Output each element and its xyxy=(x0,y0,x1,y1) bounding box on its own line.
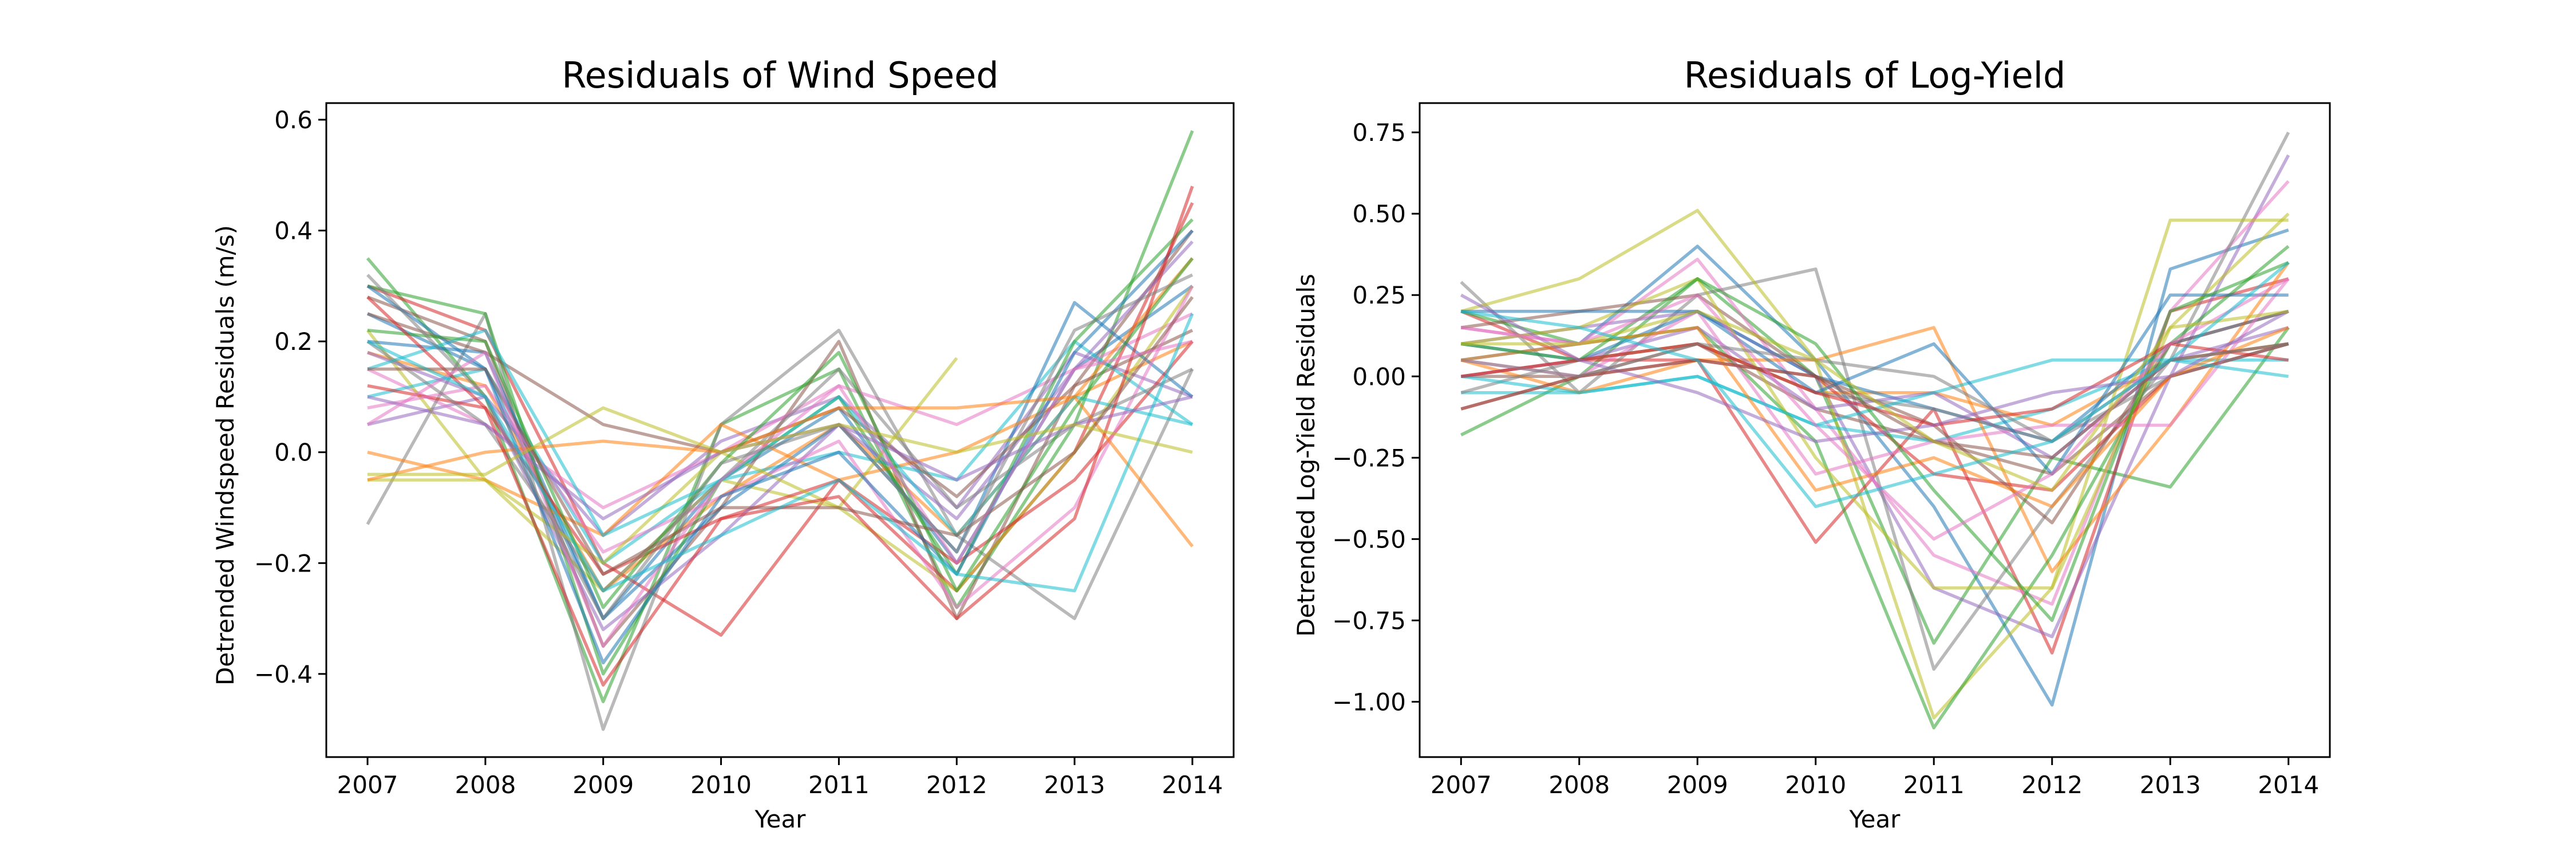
wind-speed-series-line-9 xyxy=(366,285,1194,593)
wind-speed-series-line-30 xyxy=(366,313,1194,593)
log-yield-series-group xyxy=(1460,131,2290,730)
wind-speed-series-group xyxy=(366,130,1194,731)
log-yield-x-tick-label: 2008 xyxy=(1548,771,1610,799)
log-yield-y-tick-label: −0.50 xyxy=(1332,525,1406,553)
log-yield-x-tick-label: 2010 xyxy=(1785,771,1846,799)
log-yield-x-tick-label: 2007 xyxy=(1431,771,1492,799)
log-yield-x-tick-label: 2009 xyxy=(1667,771,1728,799)
wind-speed-y-tick-label: −0.4 xyxy=(254,660,313,688)
log-yield-x-tick-label: 2014 xyxy=(2258,771,2319,799)
wind-speed-series-line-28 xyxy=(366,273,1194,620)
wind-speed-series-line-29 xyxy=(368,406,1193,476)
log-yield-y-tick-label: 0.00 xyxy=(1352,362,1406,391)
wind-speed-x-tick-label: 2012 xyxy=(926,771,987,799)
log-yield-axes-frame xyxy=(1419,102,2331,758)
log-yield-y-tick-label: 0.75 xyxy=(1352,119,1406,147)
log-yield-ylabel: Detrended Log-Yield Residuals xyxy=(1292,274,1320,637)
wind-speed-series-line-3 xyxy=(366,130,1194,703)
wind-speed-y-tick-label: −0.2 xyxy=(254,549,313,577)
log-yield-series-line-12 xyxy=(1460,261,2290,573)
log-yield-series-line-5 xyxy=(1460,154,2290,639)
wind-speed-x-tick-label: 2010 xyxy=(690,771,752,799)
log-yield-title: Residuals of Log-Yield xyxy=(1684,54,2066,96)
wind-speed-series-line-21 xyxy=(366,229,1194,665)
log-yield-x-tick-label: 2011 xyxy=(1903,771,1965,799)
log-yield-series-line-23 xyxy=(1460,261,2289,622)
log-yield-series-line-26 xyxy=(1460,342,2289,460)
wind-speed-x-tick-label: 2014 xyxy=(1162,771,1223,799)
wind-speed-x-tick-label: 2008 xyxy=(455,771,516,799)
log-yield-series-line-27 xyxy=(1460,277,2290,541)
log-yield-series-line-22 xyxy=(1460,326,2289,509)
log-yield-series-line-19 xyxy=(1460,212,2290,590)
wind-speed-x-tick-label: 2013 xyxy=(1044,771,1105,799)
wind-speed-x-tick-label: 2009 xyxy=(572,771,634,799)
wind-speed-series-line-13 xyxy=(367,218,1194,676)
wind-speed-x-tick-label: 2011 xyxy=(808,771,870,799)
log-yield-y-tick-label: 0.25 xyxy=(1352,281,1406,309)
wind-speed-series-line-11 xyxy=(367,301,1194,620)
log-yield-x-tick-label: 2013 xyxy=(2140,771,2201,799)
wind-speed-ylabel: Detrended Windspeed Residuals (m/s) xyxy=(211,225,239,685)
wind-speed-y-tick-label: 0.2 xyxy=(274,328,313,356)
wind-speed-y-tick-label: 0.0 xyxy=(274,439,313,467)
log-yield-series-line-9 xyxy=(1460,208,2289,720)
wind-speed-axes-frame xyxy=(325,102,1235,758)
log-yield-series-line-30 xyxy=(1460,261,2290,509)
wind-speed-y-tick-label: 0.4 xyxy=(274,217,313,245)
log-yield-panel: Residuals of Log-Yield Detrended Log-Yie… xyxy=(1292,54,2331,833)
log-yield-y-tick-label: −0.75 xyxy=(1332,606,1406,635)
wind-speed-title: Residuals of Wind Speed xyxy=(562,54,998,96)
log-yield-x-tick-label: 2012 xyxy=(2021,771,2083,799)
log-yield-series-line-8 xyxy=(1460,131,2290,671)
wind-speed-x-tick-label: 2007 xyxy=(337,771,398,799)
log-yield-y-tick-label: −0.25 xyxy=(1332,444,1406,472)
wind-speed-series-line-23 xyxy=(367,257,1194,609)
log-yield-y-tick-label: 0.50 xyxy=(1352,200,1406,228)
wind-speed-y-tick-label: 0.6 xyxy=(274,106,313,134)
wind-speed-series-line-17 xyxy=(367,285,1194,609)
log-yield-y-tick-label: −1.00 xyxy=(1332,688,1406,716)
wind-speed-xlabel: Year xyxy=(754,805,807,833)
log-yield-series-line-25 xyxy=(1460,293,2290,443)
log-yield-xlabel: Year xyxy=(1849,805,1901,833)
wind-speed-panel: Residuals of Wind Speed Detrended Windsp… xyxy=(211,54,1235,833)
wind-speed-series-line-27 xyxy=(366,340,1193,648)
log-yield-series-line-29 xyxy=(1461,309,2289,492)
